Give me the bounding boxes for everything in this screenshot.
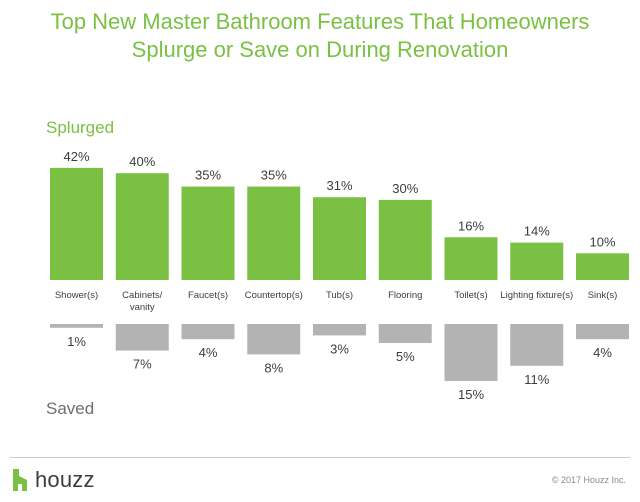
saved-value-label: 3% xyxy=(330,341,349,356)
splurged-bar xyxy=(181,186,235,280)
chart-title-line-2: Splurge or Save on During Renovation xyxy=(131,37,509,62)
splurged-bar xyxy=(444,237,498,280)
splurged-bar xyxy=(576,253,629,280)
saved-bar xyxy=(50,324,103,328)
category-label: Sink(s) xyxy=(588,290,618,301)
splurged-bar xyxy=(510,242,564,280)
saved-bar xyxy=(378,324,432,343)
category-label: Cabinets/vanity xyxy=(122,290,162,313)
category-label: Countertop(s) xyxy=(245,290,303,301)
splurged-value-label: 40% xyxy=(129,154,155,169)
category-label: Lighting fixture(s) xyxy=(500,290,573,301)
saved-bar xyxy=(313,324,366,336)
saved-bar xyxy=(247,324,301,355)
category-label: Faucet(s) xyxy=(188,290,228,301)
splurged-value-label: 42% xyxy=(63,149,89,164)
category-label: Shower(s) xyxy=(55,290,98,301)
splurged-section-label: Splurged xyxy=(46,118,115,137)
splurged-bar xyxy=(378,199,432,280)
houzz-logo-text: houzz xyxy=(35,467,95,492)
copyright-notice: © 2017 Houzz Inc. xyxy=(551,475,626,485)
splurged-bar xyxy=(50,167,103,280)
saved-value-label: 4% xyxy=(593,345,612,360)
category-label: Flooring xyxy=(388,290,422,301)
saved-value-label: 5% xyxy=(396,349,415,364)
splurged-value-label: 10% xyxy=(589,234,615,249)
splurged-value-label: 35% xyxy=(195,168,221,183)
splurged-bar xyxy=(313,197,366,280)
saved-value-label: 15% xyxy=(458,387,484,402)
splurged-bar xyxy=(247,186,301,280)
splurged-value-label: 31% xyxy=(326,178,352,193)
category-label: Toilet(s) xyxy=(454,290,487,301)
saved-value-label: 1% xyxy=(67,334,86,349)
saved-bar xyxy=(115,324,169,351)
saved-value-label: 4% xyxy=(199,345,218,360)
splurged-value-label: 35% xyxy=(261,168,287,183)
splurged-value-label: 30% xyxy=(392,181,418,196)
saved-bar xyxy=(576,324,629,340)
category-label: Tub(s) xyxy=(326,290,353,301)
saved-value-label: 11% xyxy=(524,372,549,387)
splurged-value-label: 14% xyxy=(524,224,550,239)
footer-divider xyxy=(10,457,630,458)
saved-bar xyxy=(510,324,564,366)
chart-title-line-1: Top New Master Bathroom Features That Ho… xyxy=(50,9,590,34)
bar-chart: 42% Shower(s) 1% 40% Cabinets/vanity 7% 35% Fau… xyxy=(50,149,629,402)
chart-title: Top New Master Bathroom Features That Ho… xyxy=(0,8,640,64)
houzz-logo-icon xyxy=(13,469,27,491)
splurged-bar xyxy=(115,173,169,280)
saved-value-label: 8% xyxy=(264,360,283,375)
saved-bar xyxy=(444,324,498,381)
houzz-logo: houzz xyxy=(10,467,95,492)
saved-section-label: Saved xyxy=(46,399,95,418)
saved-bar xyxy=(181,324,235,340)
splurged-value-label: 16% xyxy=(458,218,484,233)
saved-value-label: 7% xyxy=(133,357,152,372)
